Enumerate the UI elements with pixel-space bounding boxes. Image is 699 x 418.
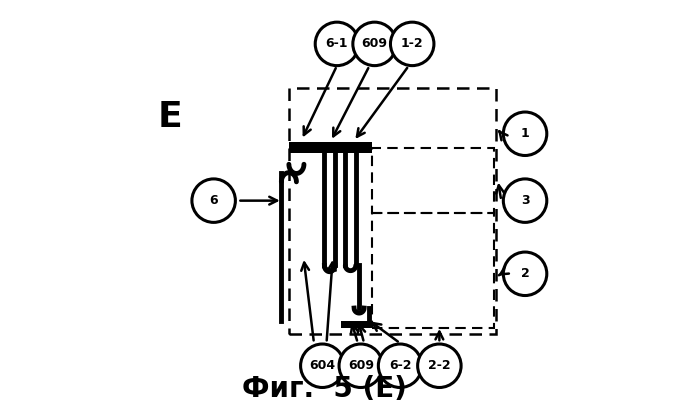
Circle shape bbox=[503, 252, 547, 296]
Text: 609: 609 bbox=[361, 37, 387, 51]
Circle shape bbox=[339, 344, 382, 387]
Text: E: E bbox=[157, 100, 182, 134]
Circle shape bbox=[378, 344, 421, 387]
Text: 6-2: 6-2 bbox=[389, 359, 411, 372]
Text: 1-2: 1-2 bbox=[401, 37, 424, 51]
Text: 604: 604 bbox=[309, 359, 336, 372]
Circle shape bbox=[417, 344, 461, 387]
Circle shape bbox=[391, 22, 434, 66]
Bar bbox=[341, 321, 373, 328]
Text: 609: 609 bbox=[348, 359, 374, 372]
Circle shape bbox=[301, 344, 344, 387]
Bar bbox=[373, 148, 493, 213]
Circle shape bbox=[503, 179, 547, 222]
Circle shape bbox=[192, 179, 236, 222]
Text: 6-1: 6-1 bbox=[326, 37, 348, 51]
Circle shape bbox=[353, 22, 396, 66]
Text: 6: 6 bbox=[209, 194, 218, 207]
Circle shape bbox=[503, 112, 547, 155]
Text: 2: 2 bbox=[521, 267, 529, 280]
Text: 2-2: 2-2 bbox=[428, 359, 451, 372]
Circle shape bbox=[315, 22, 359, 66]
Text: Фиг.  5 (E): Фиг. 5 (E) bbox=[242, 375, 407, 403]
Bar bbox=[289, 88, 496, 334]
Text: 1: 1 bbox=[521, 127, 529, 140]
Text: 3: 3 bbox=[521, 194, 529, 207]
Bar bbox=[373, 213, 493, 328]
Bar bbox=[289, 142, 373, 153]
